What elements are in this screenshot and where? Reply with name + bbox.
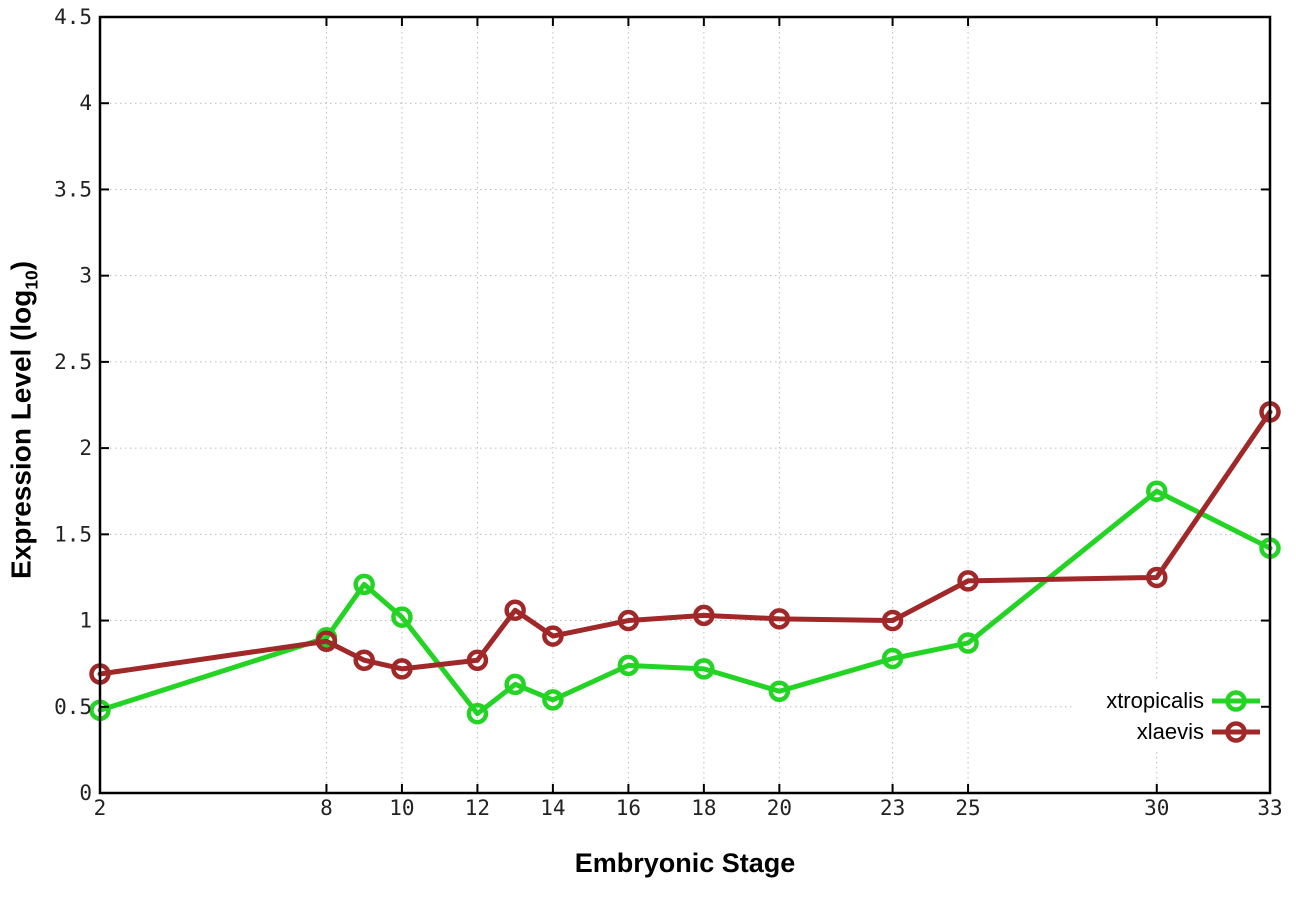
y-tick-label: 2.5 (54, 350, 92, 374)
y-tick-label: 3.5 (54, 177, 92, 201)
x-tick-label: 14 (540, 796, 565, 820)
y-tick-label: 3 (79, 264, 92, 288)
y-tick-label: 1 (79, 609, 92, 633)
series-marker-xlaevis (315, 630, 338, 652)
legend-label-xtropicalis: xtropicalis (1106, 688, 1204, 713)
x-tick-label: 20 (767, 796, 792, 820)
series-marker-xlaevis (1146, 566, 1168, 589)
y-tick-label: 1.5 (54, 522, 92, 546)
y-tick-label: 4 (79, 91, 92, 115)
series-marker-xtropicalis (617, 654, 640, 677)
series-marker-xlaevis (466, 649, 489, 671)
x-tick-label: 8 (320, 796, 333, 820)
series-marker-xtropicalis (1146, 480, 1168, 502)
series-line-xtropicalis (97, 488, 1273, 717)
series-marker-xtropicalis (466, 702, 489, 725)
x-tick-label: 23 (880, 796, 905, 820)
legend-sample-marker-xlaevis (1225, 721, 1247, 743)
x-tick-label: 2 (94, 796, 107, 820)
y-axis-title: Expression Level (log10) (6, 261, 43, 579)
x-tick-label: 25 (955, 796, 980, 820)
series-marker-xtropicalis (693, 658, 715, 680)
series-marker-xlaevis (957, 570, 979, 592)
y-tick-label: 0 (79, 781, 92, 805)
series-marker-xlaevis (542, 625, 564, 647)
series-marker-xtropicalis (881, 647, 904, 670)
series-marker-xlaevis (881, 609, 904, 632)
series-marker-xtropicalis (768, 680, 791, 703)
series-marker-xlaevis (353, 649, 375, 671)
y-axis-title-text: Expression Level (log (5, 289, 37, 580)
series-marker-xlaevis (504, 599, 526, 621)
series-marker-xlaevis (768, 608, 791, 630)
x-tick-label: 12 (465, 796, 490, 820)
series-marker-xtropicalis (353, 573, 375, 596)
legend-sample-marker-xtropicalis (1225, 690, 1247, 712)
series-marker-xtropicalis (957, 632, 979, 654)
x-axis-title: Embryonic Stage (574, 848, 796, 878)
y-tick-label: 2 (79, 436, 92, 460)
y-axis-title-close: ) (5, 260, 37, 271)
series-marker-xlaevis (693, 604, 715, 627)
y-tick-label: 4.5 (54, 5, 92, 29)
x-tick-label: 18 (691, 796, 716, 820)
x-tick-label: 33 (1257, 796, 1282, 820)
series-marker-xlaevis (617, 609, 640, 632)
legend-label-xlaevis: xlaevis (1137, 719, 1204, 744)
series-marker-xlaevis (391, 658, 413, 680)
x-tick-label: 30 (1144, 796, 1169, 820)
series-marker-xtropicalis (542, 689, 564, 711)
plot-border (98, 15, 1272, 795)
x-tick-label: 10 (389, 796, 414, 820)
series-marker-xtropicalis (504, 673, 526, 696)
y-axis-title-subscript: 10 (21, 270, 42, 290)
y-tick-label: 0.5 (54, 695, 92, 719)
series-marker-xtropicalis (391, 606, 413, 628)
x-tick-label: 16 (616, 796, 641, 820)
